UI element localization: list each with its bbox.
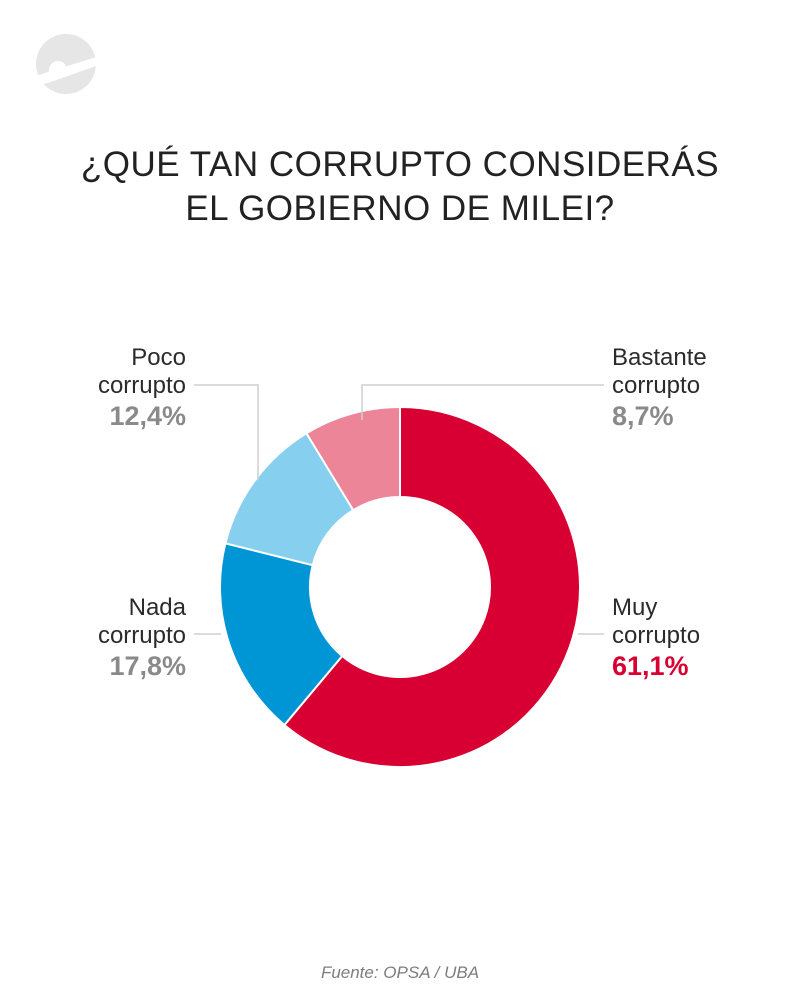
label-poco-corrupto-line-1: Poco bbox=[131, 344, 186, 371]
slice-bastante-corrupto bbox=[305, 405, 401, 512]
label-nada-corrupto: Nada corrupto 17,8% bbox=[98, 594, 186, 682]
publisher-logo-icon bbox=[36, 34, 102, 94]
slice-muy-corrupto bbox=[282, 405, 581, 768]
label-poco-corrupto-line-2: corrupto bbox=[97, 372, 186, 399]
label-nada-corrupto-line-1: Nada bbox=[128, 594, 186, 621]
label-bastante-corrupto-line-1: Bastante bbox=[612, 344, 707, 371]
label-nada-corrupto-line-2: corrupto bbox=[97, 622, 186, 649]
leader-bastante-corrupto bbox=[361, 384, 604, 420]
leader-poco-corrupto bbox=[194, 384, 259, 480]
chart-title-line-1: ¿QUÉ TAN CORRUPTO CONSIDERÁS bbox=[80, 145, 720, 184]
slice-nada-corrupto bbox=[219, 542, 344, 727]
label-muy-corrupto-value: 61,1% bbox=[612, 651, 689, 681]
label-poco-corrupto: Poco corrupto 12,4% bbox=[98, 344, 186, 432]
label-poco-corrupto-value: 12,4% bbox=[109, 401, 186, 431]
source-note: Fuente: OPSA / UBA bbox=[320, 963, 480, 982]
label-bastante-corrupto-value: 8,7% bbox=[612, 401, 674, 431]
label-muy-corrupto-line-1: Muy bbox=[612, 594, 658, 621]
chart-title-line-2: EL GOBIERNO DE MILEI? bbox=[185, 189, 615, 228]
label-muy-corrupto: Muy corrupto 61,1% bbox=[612, 594, 700, 682]
label-muy-corrupto-line-2: corrupto bbox=[612, 622, 701, 649]
chart-title: ¿QUÉ TAN CORRUPTO CONSIDERÁS EL GOBIERNO… bbox=[0, 143, 800, 231]
label-nada-corrupto-value: 17,8% bbox=[109, 651, 186, 681]
label-bastante-corrupto: Bastante corrupto 8,7% bbox=[612, 344, 707, 432]
label-bastante-corrupto-line-2: corrupto bbox=[612, 372, 701, 399]
